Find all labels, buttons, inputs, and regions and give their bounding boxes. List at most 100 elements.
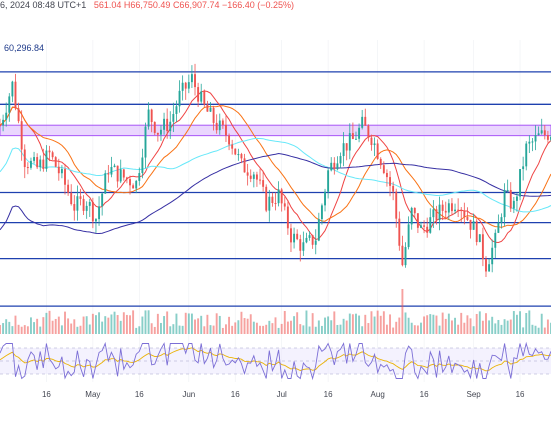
x-tick-label: 16 bbox=[324, 390, 333, 399]
open-value: 561.04 bbox=[93, 0, 122, 10]
x-tick-label: 16 bbox=[420, 390, 429, 399]
volume-bar bbox=[339, 324, 342, 334]
candle-body bbox=[0, 125, 1, 127]
candle-body bbox=[450, 203, 453, 212]
volume-bar bbox=[107, 317, 110, 334]
volume-bar bbox=[147, 310, 150, 334]
candle-body bbox=[283, 203, 286, 207]
volume-bar bbox=[17, 324, 20, 334]
resistance-zone bbox=[0, 124, 551, 137]
candle-body bbox=[302, 242, 305, 251]
volume-bar bbox=[543, 327, 546, 334]
candle-body bbox=[500, 217, 503, 223]
candle-body bbox=[481, 234, 484, 260]
candle-body bbox=[308, 235, 311, 238]
candle-body bbox=[85, 205, 88, 211]
volume-bar bbox=[503, 319, 506, 334]
candle-body bbox=[416, 213, 419, 228]
x-tick-label: Jun bbox=[182, 390, 195, 399]
volume-bar bbox=[336, 324, 339, 334]
volume-bar bbox=[64, 311, 66, 334]
candle-body bbox=[311, 235, 314, 245]
candle-body bbox=[503, 190, 506, 218]
volume-bar bbox=[283, 310, 286, 334]
volume-bar bbox=[48, 310, 51, 334]
candle-body bbox=[478, 234, 481, 243]
volume-bar bbox=[8, 321, 11, 334]
volume-bar bbox=[234, 322, 237, 334]
ma-fast-line bbox=[0, 90, 551, 244]
candle-body bbox=[525, 143, 528, 167]
volume-bar bbox=[138, 326, 141, 334]
volume-bar bbox=[2, 323, 5, 334]
volume-bar bbox=[376, 310, 379, 334]
candle-body bbox=[14, 81, 17, 109]
volume-bar bbox=[497, 319, 500, 334]
candle-body bbox=[82, 198, 85, 211]
candle-body bbox=[225, 124, 227, 136]
volume-bar bbox=[280, 323, 283, 334]
volume-bar bbox=[228, 316, 231, 334]
volume-bar bbox=[187, 313, 190, 334]
candle-body bbox=[169, 121, 172, 132]
rsi-panel bbox=[0, 341, 551, 381]
volume-bar bbox=[42, 317, 45, 334]
volume-bar bbox=[525, 313, 528, 334]
candle-body bbox=[252, 174, 255, 179]
volume-bar bbox=[252, 321, 255, 334]
volume-bar bbox=[364, 314, 367, 334]
volume-bar bbox=[302, 325, 305, 334]
volume-bar bbox=[330, 320, 333, 334]
candle-body bbox=[277, 189, 280, 204]
volume-bar bbox=[277, 327, 280, 334]
candle-body bbox=[413, 207, 416, 214]
candle-body bbox=[457, 209, 460, 211]
volume-bar bbox=[420, 322, 422, 334]
candle-body bbox=[361, 116, 364, 128]
volume-bar bbox=[91, 313, 94, 334]
volume-bar bbox=[231, 325, 234, 334]
candle-body bbox=[113, 165, 116, 168]
volume-bar bbox=[355, 313, 357, 334]
candle-body bbox=[429, 217, 432, 233]
volume-bar bbox=[20, 326, 23, 334]
volume-bar bbox=[432, 314, 435, 334]
x-tick-label: 16 bbox=[516, 390, 525, 399]
candle-body bbox=[138, 173, 141, 181]
candle-body bbox=[367, 125, 370, 138]
volume-bar bbox=[190, 313, 193, 334]
volume-bar bbox=[327, 316, 330, 334]
candle-body bbox=[218, 120, 221, 131]
volume-bar bbox=[60, 325, 63, 334]
volume-bar bbox=[70, 323, 73, 334]
volume-bar bbox=[181, 325, 184, 334]
candle-body bbox=[376, 143, 379, 159]
volume-bar bbox=[215, 313, 218, 334]
candle-body bbox=[132, 185, 135, 189]
volume-bar bbox=[444, 318, 447, 334]
volume-bar bbox=[197, 318, 200, 334]
candle-body bbox=[522, 166, 525, 170]
volume-bar bbox=[221, 327, 224, 334]
x-tick-label: Aug bbox=[371, 390, 385, 399]
candle-body bbox=[122, 169, 125, 178]
volume-bar bbox=[494, 323, 497, 334]
volume-bar bbox=[166, 311, 169, 334]
candle-body bbox=[345, 143, 348, 151]
x-tick-label: 16 bbox=[231, 390, 240, 399]
candle-body bbox=[194, 74, 196, 88]
candle-body bbox=[2, 119, 5, 126]
candle-body bbox=[441, 204, 444, 211]
volume-bar bbox=[466, 315, 469, 334]
moving-averages bbox=[0, 90, 551, 244]
candle-body bbox=[255, 174, 258, 180]
volume-bar bbox=[342, 318, 345, 334]
candle-body bbox=[135, 180, 138, 189]
volume-bar bbox=[491, 316, 494, 334]
high-value: H66,750.49 bbox=[123, 0, 171, 10]
volume-bar bbox=[39, 326, 42, 334]
candle-body bbox=[351, 133, 354, 139]
volume-bar bbox=[382, 311, 385, 334]
